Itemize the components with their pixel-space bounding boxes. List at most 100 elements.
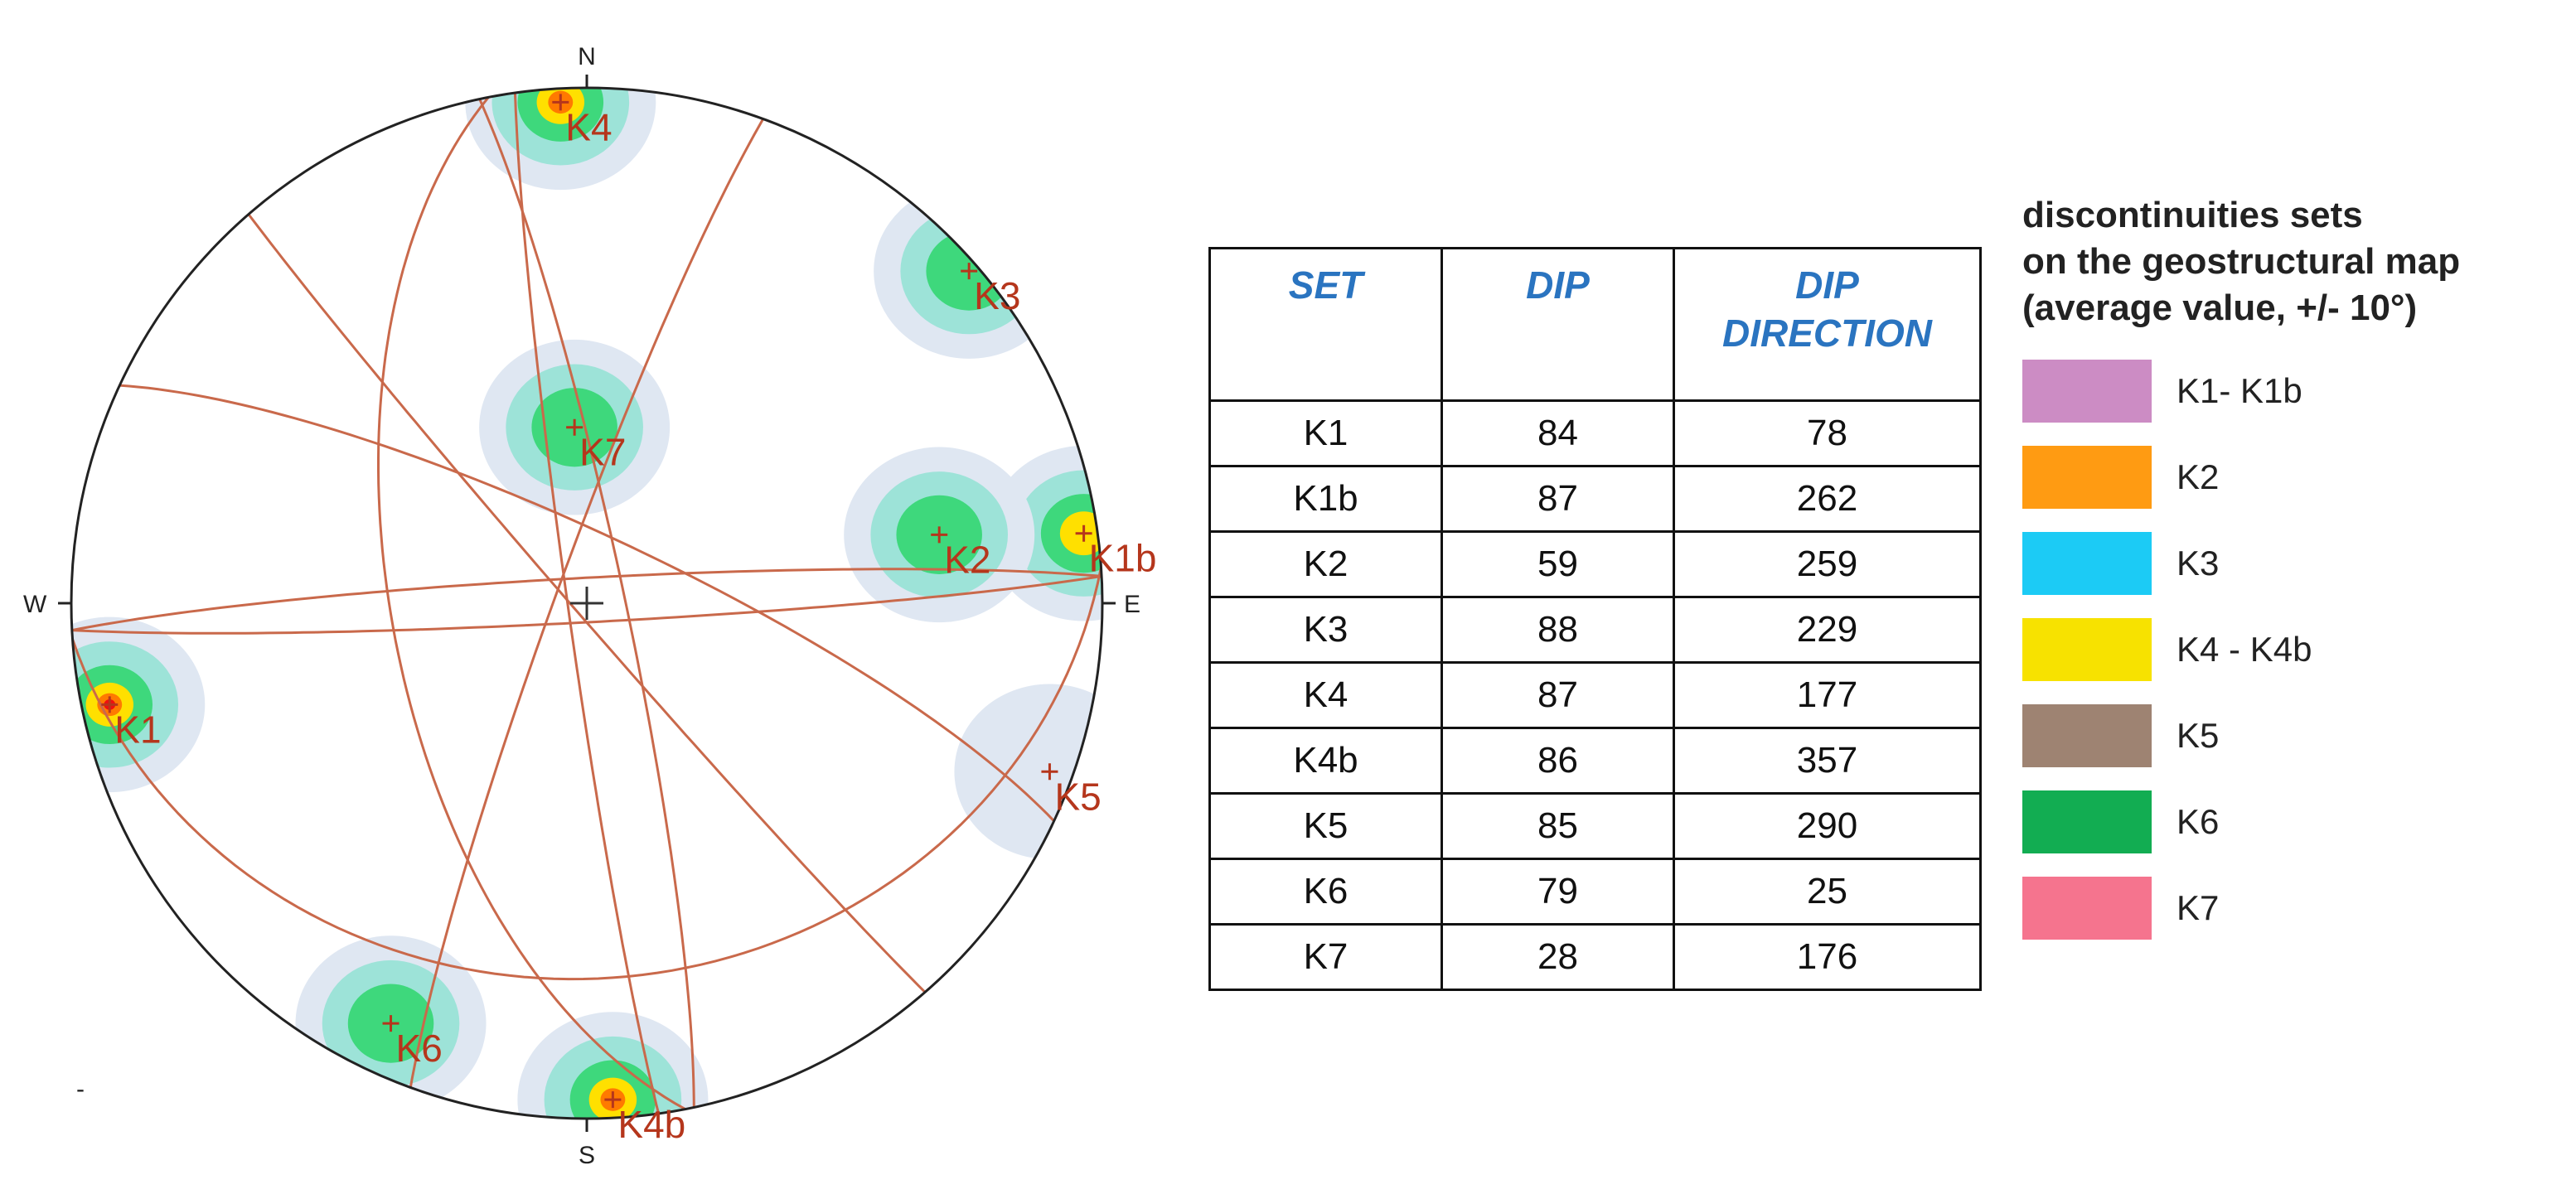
great-circle-k5 <box>409 118 765 1088</box>
south-label: S <box>579 1142 595 1169</box>
legend-title: discontinuities sets on the geostructura… <box>2022 195 2461 328</box>
cell-set: K3 <box>1208 596 1443 664</box>
discontinuity-table: SET DIP DIP DIRECTION K1 84 78 K1b 87 262 K2 59… <box>1208 247 1982 991</box>
cell-dip: 87 <box>1441 465 1675 533</box>
great-circle-k4 <box>71 574 1102 635</box>
legend-item: K4 - K4b <box>2014 607 2576 693</box>
table-row: K2 59 259 <box>1208 530 1982 598</box>
pole-k7: K7 <box>566 418 626 474</box>
legend-label: K5 <box>2177 716 2220 755</box>
cell-dip-direction: 25 <box>1673 858 1982 926</box>
table-row: K7 28 176 <box>1208 923 1982 991</box>
pole-k5: K5 <box>1041 763 1102 818</box>
cell-dip: 28 <box>1441 923 1675 991</box>
great-circle-k4b <box>71 568 1102 632</box>
legend-label: K2 <box>2177 457 2220 496</box>
table-row: K3 88 229 <box>1208 596 1982 664</box>
table-row: K5 85 290 <box>1208 792 1982 860</box>
table-row: K4b 86 357 <box>1208 727 1982 795</box>
legend-item: K2 <box>2014 434 2576 520</box>
table-row: K4 87 177 <box>1208 661 1982 729</box>
pole-cross <box>1075 524 1092 542</box>
legend-swatch <box>2022 360 2152 423</box>
pole-k1: K1 <box>101 696 162 751</box>
cell-set: K7 <box>1208 923 1443 991</box>
cell-dip-direction: 262 <box>1673 465 1982 533</box>
cell-set: K6 <box>1208 858 1443 926</box>
legend-swatch <box>2022 618 2152 681</box>
pole-cross <box>931 526 948 544</box>
pole-cross <box>961 263 978 280</box>
pole-cross <box>604 1091 622 1109</box>
cell-set: K1b <box>1208 465 1443 533</box>
legend-swatch <box>2022 446 2152 509</box>
legend-item: K6 <box>2014 779 2576 865</box>
cell-dip: 84 <box>1441 399 1675 467</box>
cell-dip: 86 <box>1441 727 1675 795</box>
legend-item: K7 <box>2014 865 2576 951</box>
legend-item: K1- K1b <box>2014 348 2576 434</box>
pole-cross <box>101 696 119 713</box>
direction-ticks <box>58 75 1116 1132</box>
stereonet: N S E W - K1 K1b K2 K3 K4 K4b K5 K6 K7 <box>23 43 1156 1169</box>
table-row: K1 84 78 <box>1208 399 1982 467</box>
pole-k6: K6 <box>382 1015 443 1070</box>
great-circle-k3 <box>247 213 927 993</box>
pole-label: K4b <box>617 1103 685 1146</box>
legend-label: K7 <box>2177 888 2220 927</box>
legend-label: K3 <box>2177 544 2220 582</box>
great-circle-k1 <box>478 99 695 1108</box>
legend-swatch <box>2022 877 2152 940</box>
pole-label: K3 <box>974 274 1020 317</box>
great-circle-k6 <box>119 384 1055 822</box>
header-dip-direction-text: DIP DIRECTION <box>1722 263 1932 355</box>
pole-k2: K2 <box>931 526 990 581</box>
cell-dip: 85 <box>1441 792 1675 860</box>
pole-label: K5 <box>1054 775 1101 818</box>
table-row: K1b 87 262 <box>1208 465 1982 533</box>
header-dip-text: DIP <box>1526 263 1590 307</box>
cell-set: K1 <box>1208 399 1443 467</box>
pole-label: K1b <box>1089 537 1157 580</box>
table-row: K6 79 25 <box>1208 858 1982 926</box>
legend-label: K4 - K4b <box>2177 630 2312 669</box>
center-cross <box>570 587 603 620</box>
cell-dip-direction: 177 <box>1673 661 1982 729</box>
stray-mark: - <box>76 1076 85 1103</box>
pole-label: K7 <box>579 431 626 474</box>
great-circle-k2 <box>377 96 686 1110</box>
cell-set: K4b <box>1208 727 1443 795</box>
cell-dip-direction: 290 <box>1673 792 1982 860</box>
cell-dip-direction: 176 <box>1673 923 1982 991</box>
cell-dip: 59 <box>1441 530 1675 598</box>
pole-k4: K4 <box>552 94 613 148</box>
density-contours <box>71 88 1102 1119</box>
cell-set: K4 <box>1208 661 1443 729</box>
cell-dip-direction: 259 <box>1673 530 1982 598</box>
cell-dip: 88 <box>1441 596 1675 664</box>
pole-label: K4 <box>565 105 612 148</box>
pole-cross <box>382 1015 399 1032</box>
pole-markers: K1 K1b K2 K3 K4 K4b K5 K6 K7 <box>101 94 1156 1146</box>
pole-cross <box>566 418 583 436</box>
pole-k1b: K1b <box>1075 524 1157 580</box>
header-dip-direction: DIP DIRECTION <box>1673 247 1982 402</box>
pole-k4b: K4b <box>604 1091 685 1146</box>
legend-label: K6 <box>2177 802 2220 841</box>
west-label: W <box>23 591 47 618</box>
pole-k3: K3 <box>961 263 1020 317</box>
great-circle-k1b <box>513 93 661 1114</box>
legend-item: K5 <box>2014 693 2576 779</box>
legend-swatch <box>2022 790 2152 853</box>
header-set: SET <box>1208 247 1443 402</box>
legend-item: K3 <box>2014 520 2576 607</box>
pole-cross <box>552 94 569 111</box>
north-label: N <box>578 43 596 70</box>
legend-swatch <box>2022 532 2152 595</box>
cell-set: K5 <box>1208 792 1443 860</box>
cell-set: K2 <box>1208 530 1443 598</box>
table-header-row: SET DIP DIP DIRECTION <box>1208 247 1982 402</box>
pole-label: K2 <box>944 538 990 581</box>
great-circle-k7 <box>71 567 1102 981</box>
header-dip: DIP <box>1441 247 1675 402</box>
